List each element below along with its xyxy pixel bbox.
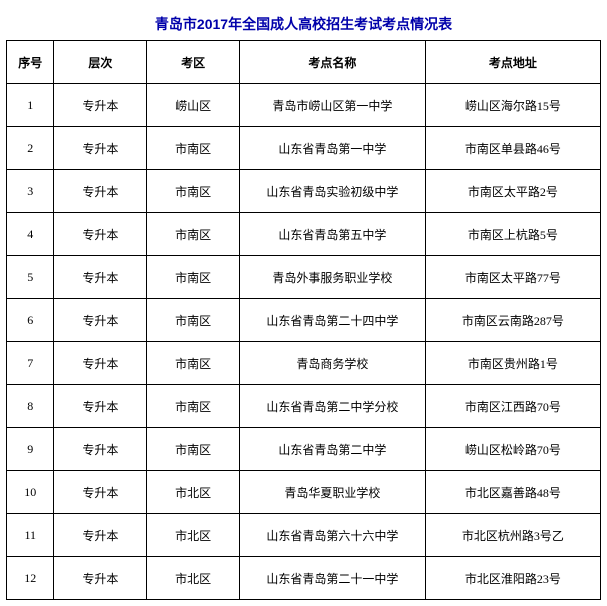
cell-addr: 市南区太平路2号 (425, 170, 600, 213)
header-addr: 考点地址 (425, 41, 600, 84)
cell-addr: 崂山区松岭路70号 (425, 428, 600, 471)
cell-site: 山东省青岛第六十六中学 (240, 514, 426, 557)
cell-level: 专升本 (54, 170, 147, 213)
cell-num: 9 (7, 428, 54, 471)
cell-level: 专升本 (54, 213, 147, 256)
cell-site: 青岛市崂山区第一中学 (240, 84, 426, 127)
cell-addr: 市北区嘉善路48号 (425, 471, 600, 514)
cell-num: 12 (7, 557, 54, 600)
table-row: 9专升本市南区山东省青岛第二中学崂山区松岭路70号 (7, 428, 601, 471)
cell-addr: 市南区上杭路5号 (425, 213, 600, 256)
cell-level: 专升本 (54, 299, 147, 342)
cell-zone: 市南区 (147, 170, 240, 213)
cell-site: 山东省青岛第二十一中学 (240, 557, 426, 600)
cell-site: 山东省青岛第二中学分校 (240, 385, 426, 428)
cell-level: 专升本 (54, 127, 147, 170)
table-row: 8专升本市南区山东省青岛第二中学分校市南区江西路70号 (7, 385, 601, 428)
cell-zone: 市南区 (147, 342, 240, 385)
cell-site: 青岛商务学校 (240, 342, 426, 385)
header-zone: 考区 (147, 41, 240, 84)
table-row: 4专升本市南区山东省青岛第五中学市南区上杭路5号 (7, 213, 601, 256)
cell-level: 专升本 (54, 256, 147, 299)
table-row: 5专升本市南区青岛外事服务职业学校市南区太平路77号 (7, 256, 601, 299)
cell-num: 11 (7, 514, 54, 557)
table-row: 7专升本市南区青岛商务学校市南区贵州路1号 (7, 342, 601, 385)
header-site: 考点名称 (240, 41, 426, 84)
cell-level: 专升本 (54, 84, 147, 127)
table-row: 12专升本市北区山东省青岛第二十一中学市北区淮阳路23号 (7, 557, 601, 600)
cell-site: 青岛外事服务职业学校 (240, 256, 426, 299)
cell-level: 专升本 (54, 471, 147, 514)
table-row: 1专升本崂山区青岛市崂山区第一中学崂山区海尔路15号 (7, 84, 601, 127)
cell-addr: 市南区云南路287号 (425, 299, 600, 342)
cell-addr: 市北区杭州路3号乙 (425, 514, 600, 557)
cell-zone: 市南区 (147, 213, 240, 256)
cell-zone: 市南区 (147, 256, 240, 299)
cell-zone: 市北区 (147, 514, 240, 557)
cell-zone: 市南区 (147, 127, 240, 170)
cell-site: 山东省青岛实验初级中学 (240, 170, 426, 213)
cell-level: 专升本 (54, 385, 147, 428)
table-header-row: 序号 层次 考区 考点名称 考点地址 (7, 41, 601, 84)
exam-sites-table: 序号 层次 考区 考点名称 考点地址 1专升本崂山区青岛市崂山区第一中学崂山区海… (6, 40, 601, 600)
table-row: 3专升本市南区山东省青岛实验初级中学市南区太平路2号 (7, 170, 601, 213)
cell-addr: 市南区单县路46号 (425, 127, 600, 170)
cell-addr: 市南区江西路70号 (425, 385, 600, 428)
cell-site: 山东省青岛第二十四中学 (240, 299, 426, 342)
cell-level: 专升本 (54, 428, 147, 471)
table-body: 1专升本崂山区青岛市崂山区第一中学崂山区海尔路15号2专升本市南区山东省青岛第一… (7, 84, 601, 600)
cell-zone: 崂山区 (147, 84, 240, 127)
cell-zone: 市南区 (147, 385, 240, 428)
cell-site: 青岛华夏职业学校 (240, 471, 426, 514)
cell-zone: 市北区 (147, 471, 240, 514)
cell-addr: 市北区淮阳路23号 (425, 557, 600, 600)
cell-num: 2 (7, 127, 54, 170)
cell-zone: 市北区 (147, 557, 240, 600)
cell-site: 山东省青岛第一中学 (240, 127, 426, 170)
cell-level: 专升本 (54, 557, 147, 600)
cell-num: 3 (7, 170, 54, 213)
cell-num: 8 (7, 385, 54, 428)
cell-num: 5 (7, 256, 54, 299)
table-row: 10专升本市北区青岛华夏职业学校市北区嘉善路48号 (7, 471, 601, 514)
table-row: 6专升本市南区山东省青岛第二十四中学市南区云南路287号 (7, 299, 601, 342)
cell-zone: 市南区 (147, 299, 240, 342)
cell-site: 山东省青岛第二中学 (240, 428, 426, 471)
cell-num: 7 (7, 342, 54, 385)
table-row: 2专升本市南区山东省青岛第一中学市南区单县路46号 (7, 127, 601, 170)
cell-num: 4 (7, 213, 54, 256)
cell-addr: 崂山区海尔路15号 (425, 84, 600, 127)
cell-num: 6 (7, 299, 54, 342)
table-row: 11专升本市北区山东省青岛第六十六中学市北区杭州路3号乙 (7, 514, 601, 557)
page-title: 青岛市2017年全国成人高校招生考试考点情况表 (6, 6, 601, 40)
cell-level: 专升本 (54, 514, 147, 557)
cell-num: 10 (7, 471, 54, 514)
cell-addr: 市南区太平路77号 (425, 256, 600, 299)
header-num: 序号 (7, 41, 54, 84)
cell-addr: 市南区贵州路1号 (425, 342, 600, 385)
cell-level: 专升本 (54, 342, 147, 385)
cell-site: 山东省青岛第五中学 (240, 213, 426, 256)
header-level: 层次 (54, 41, 147, 84)
cell-zone: 市南区 (147, 428, 240, 471)
cell-num: 1 (7, 84, 54, 127)
